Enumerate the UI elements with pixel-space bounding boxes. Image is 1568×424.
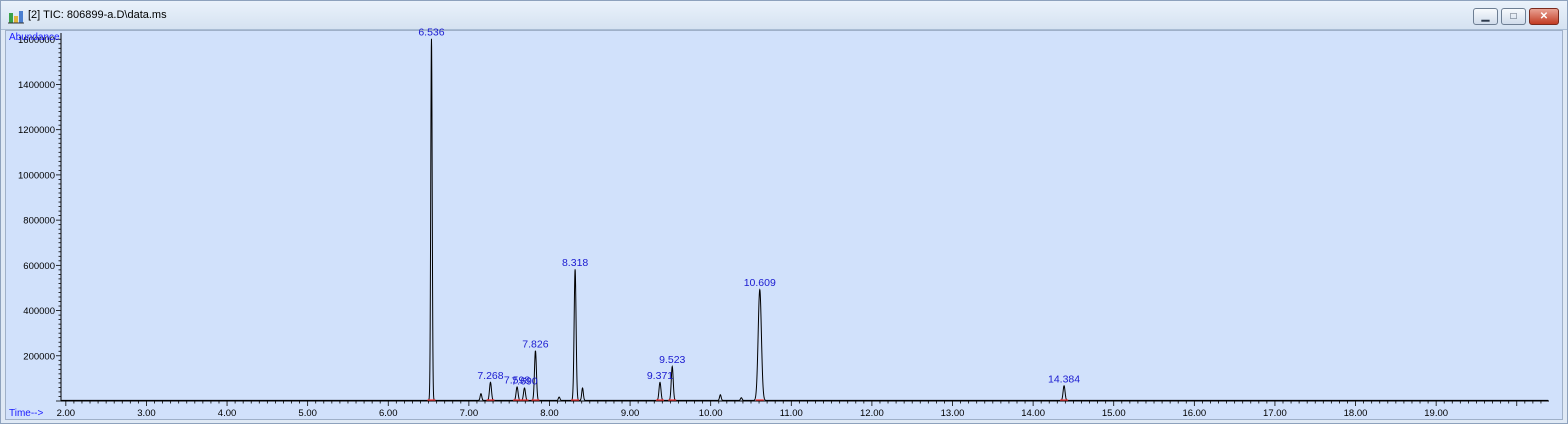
x-tick-label: 18.00 xyxy=(1344,408,1368,419)
minimize-icon: ▁ xyxy=(1481,11,1490,22)
tic-trace xyxy=(61,38,1549,401)
y-tick-label: 200000 xyxy=(23,351,55,362)
y-tick-label: 1400000 xyxy=(18,80,55,91)
x-tick-label: 14.00 xyxy=(1021,408,1045,419)
x-tick-label: 13.00 xyxy=(941,408,965,419)
x-tick-label: 16.00 xyxy=(1182,408,1206,419)
x-tick-label: 9.00 xyxy=(621,408,640,419)
x-tick-label: 6.00 xyxy=(379,408,398,419)
minimize-button[interactable]: ▁ xyxy=(1473,8,1498,25)
peak-label[interactable]: 6.536 xyxy=(418,26,444,38)
peak-label[interactable]: 7.826 xyxy=(522,338,548,350)
x-tick-label: 7.00 xyxy=(460,408,479,419)
close-icon: ✕ xyxy=(1539,11,1549,22)
x-tick-label: 2.00 xyxy=(57,408,76,419)
window-controls: ▁ □ ✕ xyxy=(1470,8,1559,26)
peak-label[interactable]: 9.371 xyxy=(647,370,673,382)
x-tick-label: 8.00 xyxy=(540,408,559,419)
title-bar[interactable]: [2] TIC: 806899-a.D\data.ms ▁ □ ✕ xyxy=(1,1,1567,30)
y-tick-label: 1200000 xyxy=(18,125,55,136)
plot-area[interactable] xyxy=(5,30,1563,420)
peak-label[interactable]: 8.318 xyxy=(562,257,588,269)
peak-label[interactable]: 10.609 xyxy=(744,277,776,289)
x-tick-label: 5.00 xyxy=(298,408,317,419)
y-tick-label: 400000 xyxy=(23,306,55,317)
tic-trace-line xyxy=(61,38,1549,401)
y-tick-label: 1000000 xyxy=(18,170,55,181)
peak-label[interactable]: 7.598 xyxy=(504,374,530,386)
y-tick-label: 600000 xyxy=(23,261,55,272)
maximize-icon: □ xyxy=(1510,11,1517,22)
x-axis: 2.00 3.00 4.00 5.00 6.00 7.00 8.00 9.00 10.00 11.… xyxy=(57,400,1549,419)
window-title: [2] TIC: 806899-a.D\data.ms xyxy=(28,9,167,21)
peak-label[interactable]: 14.384 xyxy=(1048,373,1080,385)
maximize-button[interactable]: □ xyxy=(1501,8,1526,25)
x-tick-label: 11.00 xyxy=(780,408,803,419)
x-tick-label: 17.00 xyxy=(1263,408,1287,419)
y-axis: 200000 400000 600000 800000 1000000 1200000 14… xyxy=(18,33,62,402)
y-tick-label: 1600000 xyxy=(18,35,55,46)
y-tick-label: 800000 xyxy=(23,216,55,227)
close-button[interactable]: ✕ xyxy=(1529,8,1559,25)
x-tick-label: 4.00 xyxy=(218,408,237,419)
peak-label[interactable]: 7.268 xyxy=(477,370,503,382)
x-tick-label: 3.00 xyxy=(137,408,156,419)
x-tick-label: 12.00 xyxy=(860,408,884,419)
x-tick-label: 15.00 xyxy=(1102,408,1126,419)
x-tick-label: 19.00 xyxy=(1424,408,1448,419)
peak-label[interactable]: 7.690 xyxy=(511,376,537,388)
chromatogram-app-icon xyxy=(8,11,24,24)
x-axis-label: Time--> xyxy=(9,408,44,419)
x-tick-label: 10.00 xyxy=(699,408,723,419)
y-axis-label: Abundance xyxy=(9,32,60,43)
peak-label[interactable]: 9.523 xyxy=(659,354,685,366)
